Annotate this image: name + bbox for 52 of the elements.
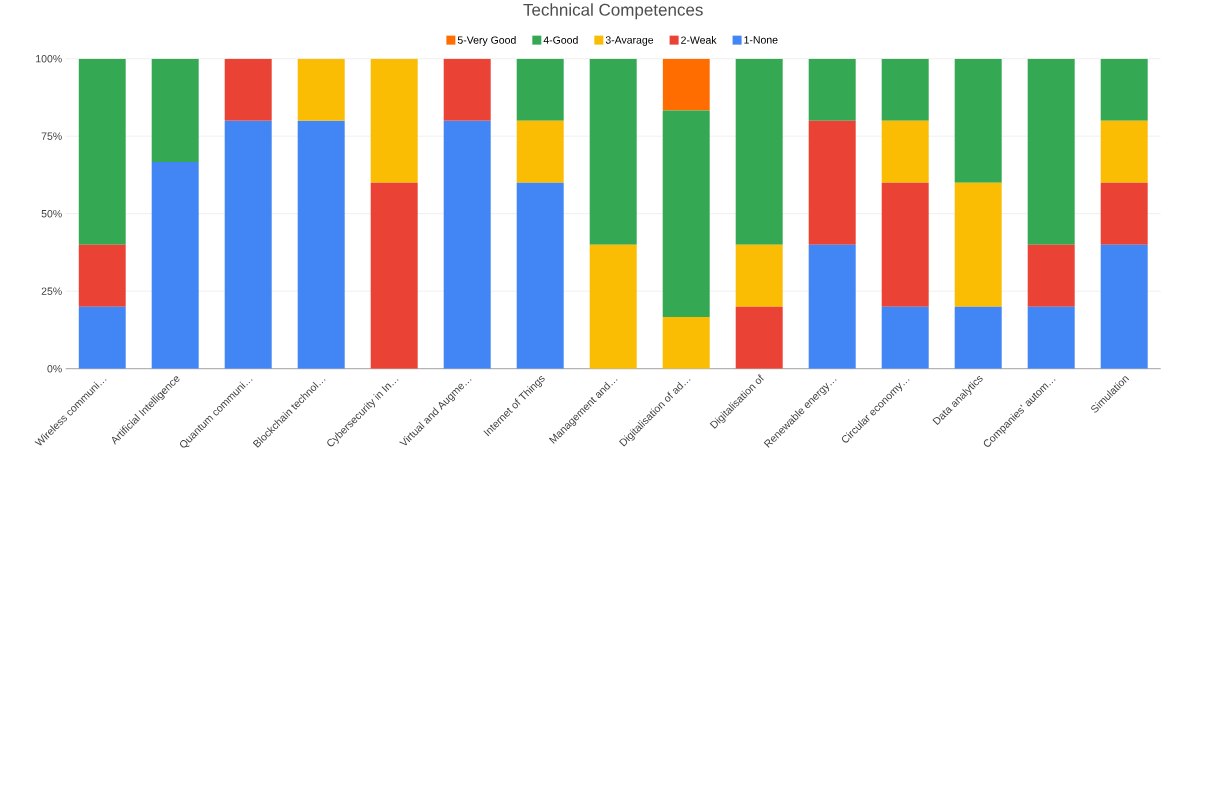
bar xyxy=(297,58,345,121)
bar xyxy=(662,58,710,111)
legend-label: 5-Very Good xyxy=(457,36,516,47)
bar xyxy=(516,182,564,369)
bar xyxy=(151,58,199,163)
legend-label: 3-Avarage xyxy=(605,36,654,46)
bar xyxy=(881,120,929,183)
bar xyxy=(443,58,491,121)
bar xyxy=(1027,58,1075,245)
bar xyxy=(78,244,126,307)
legend-label: 1-None xyxy=(744,36,778,44)
bar xyxy=(954,306,1002,369)
bar xyxy=(735,306,783,369)
bar xyxy=(516,120,564,183)
y-tick-label: 0% xyxy=(47,365,62,373)
legend-label: 2-Weak xyxy=(681,36,717,45)
bar xyxy=(808,58,856,121)
bar xyxy=(589,244,637,369)
bar xyxy=(224,58,272,121)
bar xyxy=(735,58,783,245)
bar xyxy=(516,58,564,121)
chart-title: Technical Competences xyxy=(523,3,703,20)
bar xyxy=(1027,244,1075,307)
y-tick-label: 50% xyxy=(41,210,62,218)
y-tick-label: 75% xyxy=(41,132,62,141)
bar xyxy=(1100,120,1148,183)
y-tick-label: 100% xyxy=(36,55,62,63)
bar xyxy=(735,244,783,307)
bar xyxy=(881,58,929,121)
bar xyxy=(808,244,856,369)
bar xyxy=(954,182,1002,307)
bar xyxy=(224,120,272,369)
bar xyxy=(1100,182,1148,245)
legend-label: 4-Good xyxy=(543,36,578,45)
bar xyxy=(662,317,710,369)
bar xyxy=(370,58,418,183)
bar xyxy=(78,306,126,369)
y-tick-label: 25% xyxy=(41,287,62,296)
bar xyxy=(1100,58,1148,121)
bar xyxy=(443,120,491,369)
bar xyxy=(297,120,345,369)
bar xyxy=(1100,244,1148,369)
bar xyxy=(881,306,929,369)
bar xyxy=(589,58,637,245)
bar xyxy=(881,182,929,307)
bar xyxy=(1027,306,1075,369)
bar xyxy=(78,58,126,245)
bar xyxy=(151,162,199,369)
bar xyxy=(808,120,856,245)
bar xyxy=(370,182,418,369)
bar xyxy=(662,110,710,318)
bar xyxy=(954,58,1002,183)
